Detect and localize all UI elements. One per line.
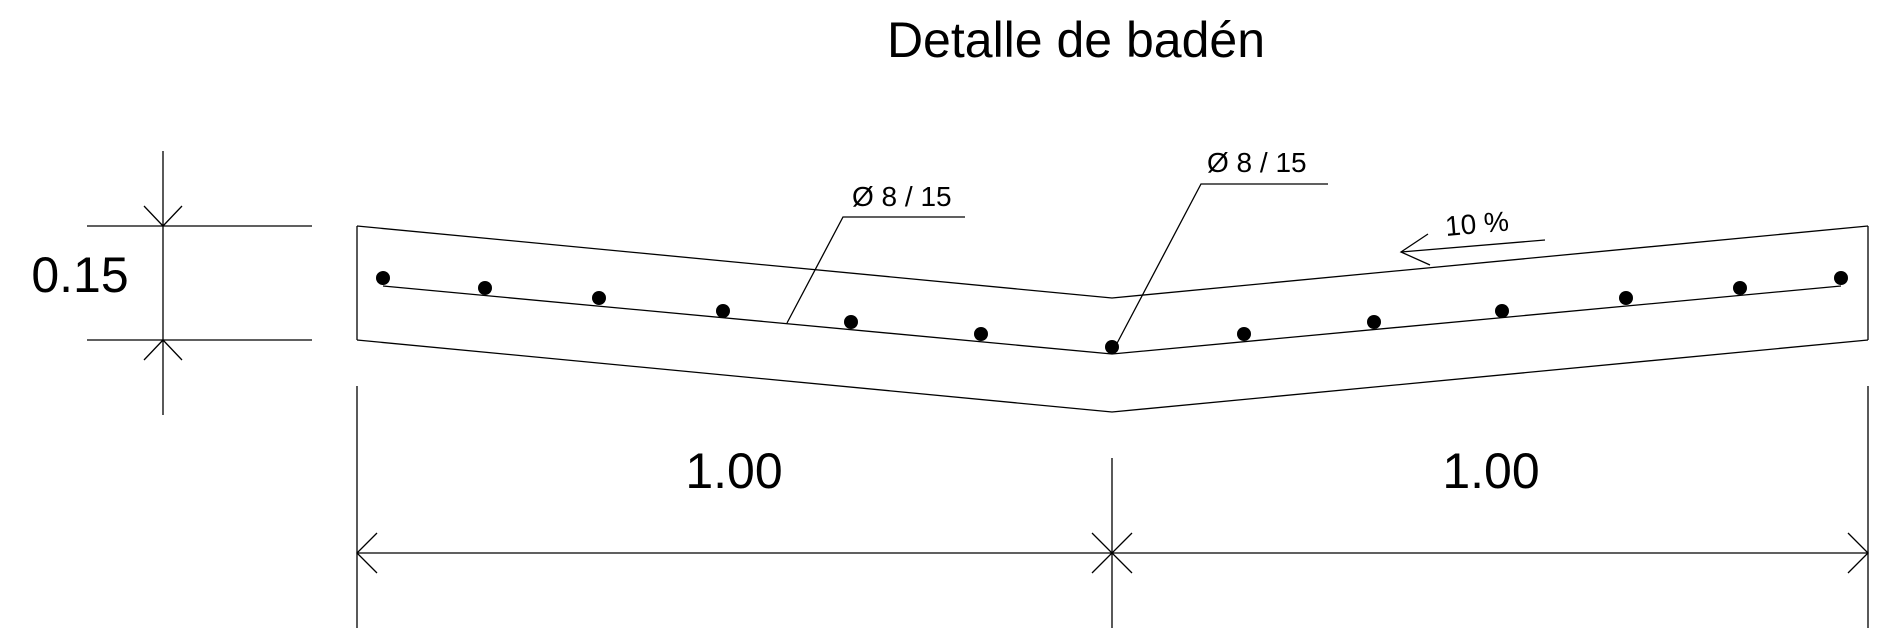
width-dimensions: 1.00 1.00 [356, 386, 1869, 628]
rebar-dot [974, 327, 988, 341]
slab-bottom-edge [356, 339, 1869, 413]
dimension-arrow [356, 532, 378, 574]
dimension-arrow [1847, 532, 1869, 574]
left-width-value: 1.00 [685, 443, 782, 499]
rebar-dot [844, 315, 858, 329]
rebar-center-leader: Ø 8 / 15 [1113, 147, 1328, 350]
rebar-dot [376, 271, 390, 285]
rebar-dot [478, 281, 492, 295]
rebar-left-leader: Ø 8 / 15 [786, 181, 965, 324]
rebar-dot [1495, 304, 1509, 318]
slope-indicator: 10 % [1399, 206, 1546, 266]
dimension-arrow [143, 205, 183, 227]
rebar-dot [1237, 327, 1251, 341]
leader-line [1113, 183, 1328, 350]
rebar-left-label: Ø 8 / 15 [852, 181, 952, 212]
slope-arrow-shaft [1400, 239, 1546, 253]
thickness-dimension: 0.15 [31, 151, 312, 415]
rebar-dot [592, 291, 606, 305]
thickness-value: 0.15 [31, 247, 128, 303]
rebar-dot [716, 304, 730, 318]
slope-label: 10 % [1444, 206, 1510, 242]
right-width-value: 1.00 [1442, 443, 1539, 499]
concrete-slab [356, 225, 1869, 413]
leader-line [786, 216, 965, 324]
slab-top-edge [356, 225, 1869, 299]
rebar-dot [1733, 281, 1747, 295]
drawing-title: Detalle de badén [887, 12, 1265, 68]
rebar-dot [1105, 340, 1119, 354]
slope-arrow-head [1399, 233, 1431, 266]
rebar-center-label: Ø 8 / 15 [1207, 147, 1307, 178]
dimension-arrow [1111, 532, 1133, 574]
rebar-dots [376, 271, 1848, 354]
rebar-dot [1834, 271, 1848, 285]
rebar-dot [1619, 291, 1633, 305]
rebar-dot [1367, 315, 1381, 329]
dimension-arrow [143, 339, 183, 361]
